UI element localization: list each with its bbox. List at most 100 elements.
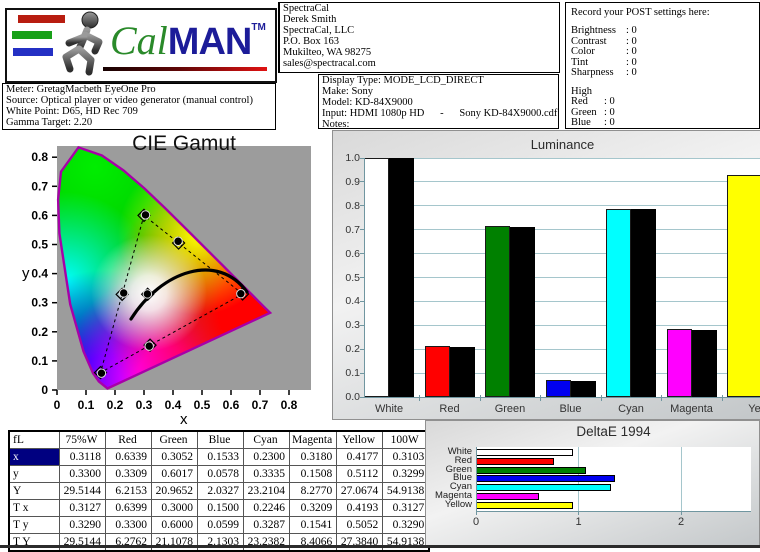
deltae-label-yellow: Yellow	[444, 498, 472, 510]
post-field-blue: Blue: 0	[571, 117, 615, 129]
x-tick-label: 0.5	[194, 398, 211, 412]
y-tick-label: 0.3	[31, 296, 48, 310]
row-label-T y[interactable]: T y	[8, 516, 60, 534]
row-label-Y[interactable]: Y	[8, 482, 60, 500]
deltae-y-axis	[476, 447, 477, 511]
table-row-T Y: T Y 29.5144 6.2762 21.1078 2.1303 23.2382 8.40…	[8, 533, 430, 552]
col-header-Yellow: Yellow	[336, 430, 384, 449]
deltae-bar-red	[476, 457, 554, 465]
category-tick	[721, 395, 723, 401]
table-cell: 23.2382	[243, 533, 290, 552]
x-tick-label: 0.8	[281, 398, 298, 412]
whitepoint-line: White Point: D65, HD Rec 709	[6, 106, 138, 118]
y-tick	[360, 205, 364, 207]
lum-category-yellow: Yellow	[748, 403, 760, 415]
lum-bar-target-white	[364, 158, 389, 397]
deltae-label-green: Green	[445, 463, 472, 475]
deltae-label-magenta: Magenta	[435, 490, 472, 501]
col-header-100W: 100W	[382, 430, 430, 449]
col-header-75%W: 75%W	[59, 430, 106, 449]
lum-bar-measured-green	[510, 227, 535, 397]
y-tick-label: 0	[41, 383, 48, 397]
bottom-divider	[0, 545, 760, 548]
table-cell: 0.0578	[197, 465, 244, 483]
x-tick-label: 0	[472, 516, 480, 528]
gridline	[364, 300, 760, 302]
y-tick-label: 0.8	[31, 150, 48, 164]
row-label-T Y[interactable]: T Y	[8, 533, 60, 552]
y-tick-label: 0.7	[345, 223, 360, 236]
lum-category-magenta: Magenta	[670, 403, 713, 415]
y-tick-label: 0.1	[31, 354, 48, 368]
lum-bar-measured-red	[449, 346, 475, 397]
table-cell: 27.0674	[336, 482, 384, 500]
y-tick-label: 0.6	[345, 247, 360, 260]
table-cell: 2.1303	[197, 533, 244, 552]
table-row-T x: T x 0.3127 0.6399 0.3000 0.1500 0.2246 0.3209 0…	[8, 499, 430, 517]
lum-bar-target-magenta	[666, 328, 692, 397]
post-field-brightness: Brightness: 0	[571, 25, 637, 37]
table-row-T y: T y 0.3290 0.3300 0.6000 0.0599 0.3287 0.1541 0…	[8, 516, 430, 534]
col-header-Cyan: Cyan	[243, 430, 290, 449]
y-tick-label: 0.2	[345, 343, 360, 356]
gridline	[680, 447, 682, 511]
lum-bar-target-blue	[545, 379, 571, 397]
table-cell: 29.5144	[59, 533, 106, 552]
col-header-Magenta: Magenta	[288, 430, 338, 449]
table-cell: 0.3300	[59, 465, 106, 483]
table-cell: 0.6000	[151, 516, 198, 534]
gamma-line: Gamma Target: 2.20	[6, 117, 93, 129]
y-tick	[360, 157, 364, 159]
table-cell: 0.4193	[336, 499, 384, 517]
logo-green-bar	[12, 31, 52, 39]
contact-info: SpectraCal Derek Smith SpectraCal, LLC P…	[278, 2, 560, 73]
deltae-label-cyan: Cyan	[449, 481, 472, 493]
y-tick	[360, 396, 364, 398]
x-tick	[680, 511, 682, 515]
table-cell: 0.3103	[382, 448, 430, 466]
post-field-green: Green: 0	[571, 106, 615, 118]
row-label-y[interactable]: y	[8, 465, 60, 483]
model-line: Model: KD-84X9000	[322, 97, 413, 109]
y-tick-label: 0.8	[345, 199, 360, 212]
table-cell: 0.1541	[288, 516, 338, 534]
deltae-label-white: White	[447, 446, 472, 457]
table-cell: 0.3052	[151, 448, 198, 466]
x-tick	[475, 511, 477, 515]
post-settings: Record your POST settings here: Brightne…	[565, 2, 760, 129]
lum-bar-measured-cyan	[631, 209, 656, 397]
logo-cal-text: Cal	[110, 18, 168, 63]
lum-bar-measured-white	[389, 158, 414, 397]
logo-man-text: MAN	[167, 21, 253, 63]
table-cell: 29.5144	[59, 482, 106, 500]
deltae-bar-cyan	[476, 484, 612, 492]
table-row-y: y 0.3300 0.3309 0.6017 0.0578 0.3335 0.1508 0.5…	[8, 465, 430, 483]
table-cell: 0.1500	[197, 499, 244, 517]
deltae-label-blue: Blue	[452, 472, 472, 484]
measured-point-green	[140, 210, 151, 220]
luminance-plot-area	[364, 158, 760, 397]
table-cell: 0.0599	[197, 516, 244, 534]
post-title: Record your POST settings here:	[571, 7, 710, 18]
table-cell: 0.3290	[59, 516, 106, 534]
y-tick-label: 0.0	[345, 391, 360, 403]
deltae-label-red: Red	[454, 454, 472, 466]
col-header-Red: Red	[105, 430, 152, 449]
company-llc: SpectraCal, LLC	[283, 25, 355, 37]
table-cell: 0.3335	[243, 465, 290, 483]
cie-gamut-chart: CIE Gamut	[10, 132, 330, 428]
display-info: Display Type: MODE_LCD_DIRECT Make: Sony…	[318, 74, 559, 130]
table-row-Y: Y 29.5144 6.2153 20.9652 2.0327 23.2104 8.2770…	[8, 482, 430, 500]
luminance-chart: Luminance 0.0 0.1 0.2 0.3 0.4 0.5 0.6 0.7 0.8 0.9…	[332, 130, 760, 420]
y-tick-label: 0.4	[31, 267, 48, 281]
row-label-x[interactable]: x	[8, 448, 60, 466]
deltae-plot-area	[476, 447, 751, 511]
email-line: sales@spectracal.com	[283, 58, 376, 70]
gridline	[364, 181, 760, 183]
table-cell: 0.6399	[105, 499, 152, 517]
y-tick	[360, 372, 364, 374]
row-label-T x[interactable]: T x	[8, 499, 60, 517]
table-cell: 27.3840	[336, 533, 384, 552]
table-cell: 54.9138	[382, 533, 430, 552]
